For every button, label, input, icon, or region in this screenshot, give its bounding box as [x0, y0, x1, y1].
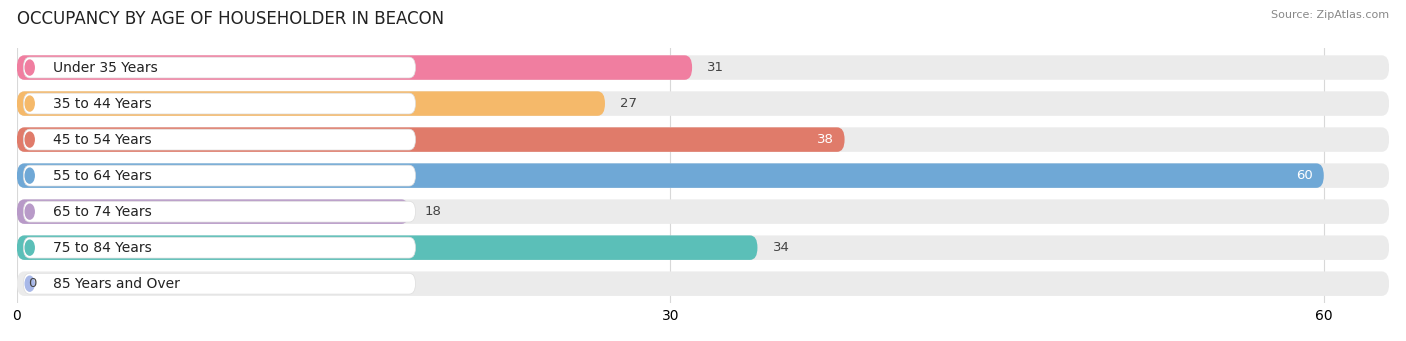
Text: 35 to 44 Years: 35 to 44 Years [53, 97, 152, 110]
FancyBboxPatch shape [24, 93, 416, 114]
FancyBboxPatch shape [17, 55, 1389, 80]
FancyBboxPatch shape [17, 163, 1324, 188]
FancyBboxPatch shape [17, 91, 605, 116]
Circle shape [25, 168, 34, 183]
FancyBboxPatch shape [24, 57, 416, 78]
Circle shape [25, 132, 34, 147]
FancyBboxPatch shape [24, 165, 416, 186]
FancyBboxPatch shape [17, 163, 1389, 188]
Text: Source: ZipAtlas.com: Source: ZipAtlas.com [1271, 10, 1389, 20]
Text: 38: 38 [817, 133, 834, 146]
FancyBboxPatch shape [17, 199, 1389, 224]
FancyBboxPatch shape [24, 201, 416, 222]
Text: 45 to 54 Years: 45 to 54 Years [53, 133, 152, 147]
Text: 18: 18 [425, 205, 441, 218]
Text: 75 to 84 Years: 75 to 84 Years [53, 241, 152, 255]
Text: 60: 60 [1296, 169, 1313, 182]
Text: 65 to 74 Years: 65 to 74 Years [53, 205, 152, 219]
Circle shape [25, 276, 34, 291]
FancyBboxPatch shape [17, 91, 1389, 116]
Text: OCCUPANCY BY AGE OF HOUSEHOLDER IN BEACON: OCCUPANCY BY AGE OF HOUSEHOLDER IN BEACO… [17, 10, 444, 28]
Text: 85 Years and Over: 85 Years and Over [53, 277, 180, 291]
Circle shape [25, 240, 34, 255]
FancyBboxPatch shape [17, 127, 1389, 152]
FancyBboxPatch shape [17, 127, 845, 152]
Text: 55 to 64 Years: 55 to 64 Years [53, 168, 152, 183]
Text: 0: 0 [28, 277, 37, 290]
FancyBboxPatch shape [24, 237, 416, 258]
Text: 27: 27 [620, 97, 637, 110]
Circle shape [25, 96, 34, 111]
FancyBboxPatch shape [17, 199, 409, 224]
Text: 34: 34 [773, 241, 790, 254]
Text: Under 35 Years: Under 35 Years [53, 61, 157, 75]
FancyBboxPatch shape [17, 235, 758, 260]
Circle shape [25, 204, 34, 219]
Text: 31: 31 [707, 61, 724, 74]
FancyBboxPatch shape [24, 273, 416, 294]
FancyBboxPatch shape [17, 235, 1389, 260]
FancyBboxPatch shape [24, 129, 416, 150]
FancyBboxPatch shape [17, 55, 692, 80]
FancyBboxPatch shape [17, 271, 1389, 296]
Circle shape [25, 60, 34, 75]
